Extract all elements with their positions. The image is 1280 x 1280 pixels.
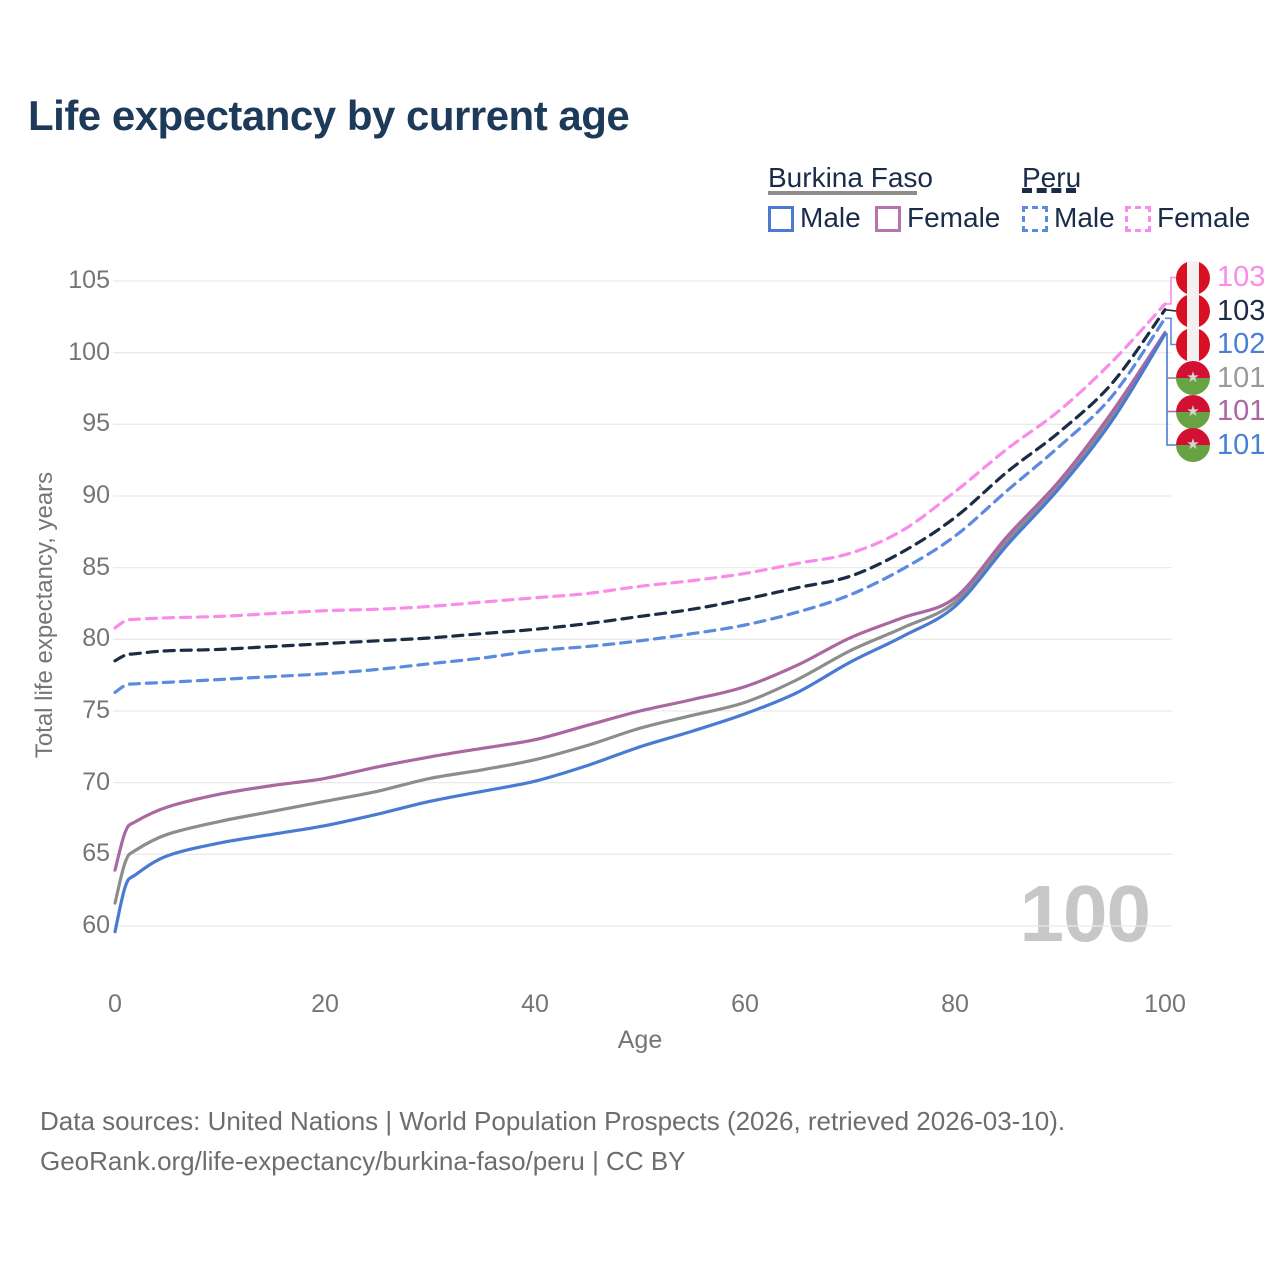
legend-group-peru-label: Peru xyxy=(1022,162,1082,193)
y-tick-label: 95 xyxy=(82,409,110,438)
legend-swatch-burkina-faso-male[interactable] xyxy=(768,206,794,232)
leader-line xyxy=(1165,317,1176,346)
end-label-value: 103 xyxy=(1217,294,1266,327)
legend-swatch-burkina-faso-female[interactable] xyxy=(875,206,901,232)
legend-swatch-peru-female[interactable] xyxy=(1125,206,1151,232)
x-tick-label: 60 xyxy=(731,990,759,1018)
x-tick-label: 20 xyxy=(311,990,339,1018)
burkina-faso-flag-icon: ★ xyxy=(1176,361,1210,395)
legend-item-burkina-faso-male[interactable]: Male xyxy=(800,202,861,233)
peru-flag-icon xyxy=(1176,327,1210,362)
star-icon: ★ xyxy=(1186,436,1200,453)
leader-line xyxy=(1165,333,1176,446)
peru-flag-icon xyxy=(1176,294,1210,328)
end-label-row: ★ 101 xyxy=(1176,394,1266,429)
end-label-row: 103 xyxy=(1176,260,1266,295)
x-tick-label: 80 xyxy=(941,990,969,1018)
y-tick-label: 75 xyxy=(82,695,110,724)
end-label-value: 101 xyxy=(1217,361,1266,394)
y-tick-label: 70 xyxy=(82,767,110,796)
y-tick-label: 65 xyxy=(82,839,110,868)
legend-item-peru-female[interactable]: Female xyxy=(1157,202,1251,233)
end-label-row: ★ 101 xyxy=(1176,428,1265,462)
end-label-row: 103 xyxy=(1176,294,1265,328)
footer-attribution: GeoRank.org/life-expectancy/burkina-faso… xyxy=(40,1146,686,1176)
y-tick-label: 60 xyxy=(82,910,110,939)
legend-item-peru-male[interactable]: Male xyxy=(1054,202,1115,233)
y-tick-label: 100 xyxy=(68,337,110,366)
end-label-row: 102 xyxy=(1176,327,1266,362)
x-tick-label: 100 xyxy=(1144,990,1186,1018)
star-icon: ★ xyxy=(1186,402,1200,420)
series-line-burkina-faso-male[interactable] xyxy=(113,332,1167,934)
end-label-value: 101 xyxy=(1217,428,1266,461)
leader-line xyxy=(1164,308,1177,312)
legend-item-burkina-faso-female[interactable]: Female xyxy=(907,202,1001,233)
x-tick-label: 40 xyxy=(521,990,549,1018)
burkina-faso-flag-icon: ★ xyxy=(1176,394,1210,429)
burkina-faso-flag-icon: ★ xyxy=(1176,428,1210,462)
x-axis-title: Age xyxy=(617,1026,663,1054)
y-tick-label: 85 xyxy=(82,552,110,581)
series-line-peru-total[interactable] xyxy=(113,308,1167,663)
leader-line xyxy=(1165,276,1176,305)
end-label-row: ★ 101 xyxy=(1176,361,1265,395)
series-line-burkina-faso-female[interactable] xyxy=(113,331,1167,872)
x-tick-label: 0 xyxy=(108,990,122,1018)
series-line-peru-male[interactable] xyxy=(113,316,1167,694)
age-watermark: 100 xyxy=(1019,869,1151,958)
y-tick-label: 90 xyxy=(82,480,110,509)
legend-group-burkina-faso-label: Burkina Faso xyxy=(768,162,933,193)
star-icon: ★ xyxy=(1186,369,1200,386)
end-label-value: 101 xyxy=(1217,395,1266,427)
legend-burkina-faso-underline xyxy=(768,191,917,195)
y-tick-label: 80 xyxy=(82,624,110,653)
end-label-value: 103 xyxy=(1217,261,1266,293)
y-tick-label: 105 xyxy=(68,266,110,294)
series-line-burkina-faso-total[interactable] xyxy=(113,331,1167,905)
peru-flag-icon xyxy=(1176,260,1210,295)
end-label-value: 102 xyxy=(1217,328,1266,360)
chart-title: Life expectancy by current age xyxy=(28,92,630,139)
legend-swatch-peru-male[interactable] xyxy=(1022,206,1048,232)
footer-data-sources: Data sources: United Nations | World Pop… xyxy=(40,1106,1066,1136)
series-line-peru-female[interactable] xyxy=(113,302,1167,630)
legend-peru-underline xyxy=(1022,188,1076,193)
